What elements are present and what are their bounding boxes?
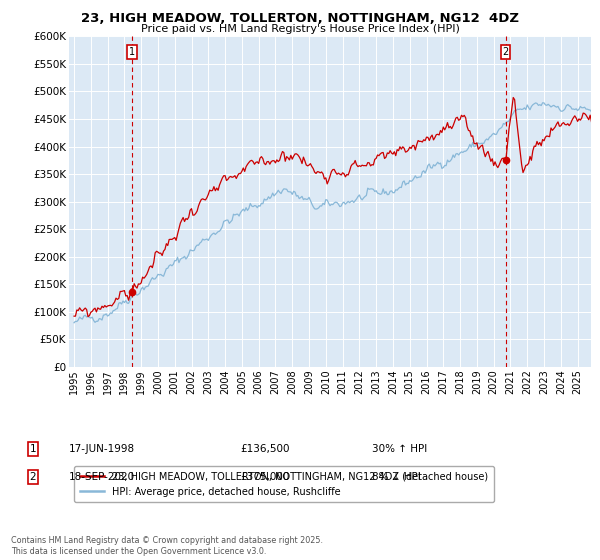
Text: 23, HIGH MEADOW, TOLLERTON, NOTTINGHAM, NG12  4DZ: 23, HIGH MEADOW, TOLLERTON, NOTTINGHAM, …: [81, 12, 519, 25]
Text: 2: 2: [502, 47, 509, 57]
Text: Price paid vs. HM Land Registry's House Price Index (HPI): Price paid vs. HM Land Registry's House …: [140, 24, 460, 34]
Text: £375,000: £375,000: [240, 472, 289, 482]
Text: Contains HM Land Registry data © Crown copyright and database right 2025.
This d: Contains HM Land Registry data © Crown c…: [11, 536, 323, 556]
Text: 17-JUN-1998: 17-JUN-1998: [69, 444, 135, 454]
Text: 18-SEP-2020: 18-SEP-2020: [69, 472, 135, 482]
Text: £136,500: £136,500: [240, 444, 290, 454]
Text: 1: 1: [129, 47, 135, 57]
Text: 1: 1: [29, 444, 37, 454]
Text: 2: 2: [29, 472, 37, 482]
Text: 8% ↓ HPI: 8% ↓ HPI: [372, 472, 421, 482]
Text: 30% ↑ HPI: 30% ↑ HPI: [372, 444, 427, 454]
Legend: 23, HIGH MEADOW, TOLLERTON, NOTTINGHAM, NG12 4DZ (detached house), HPI: Average : 23, HIGH MEADOW, TOLLERTON, NOTTINGHAM, …: [74, 466, 494, 502]
